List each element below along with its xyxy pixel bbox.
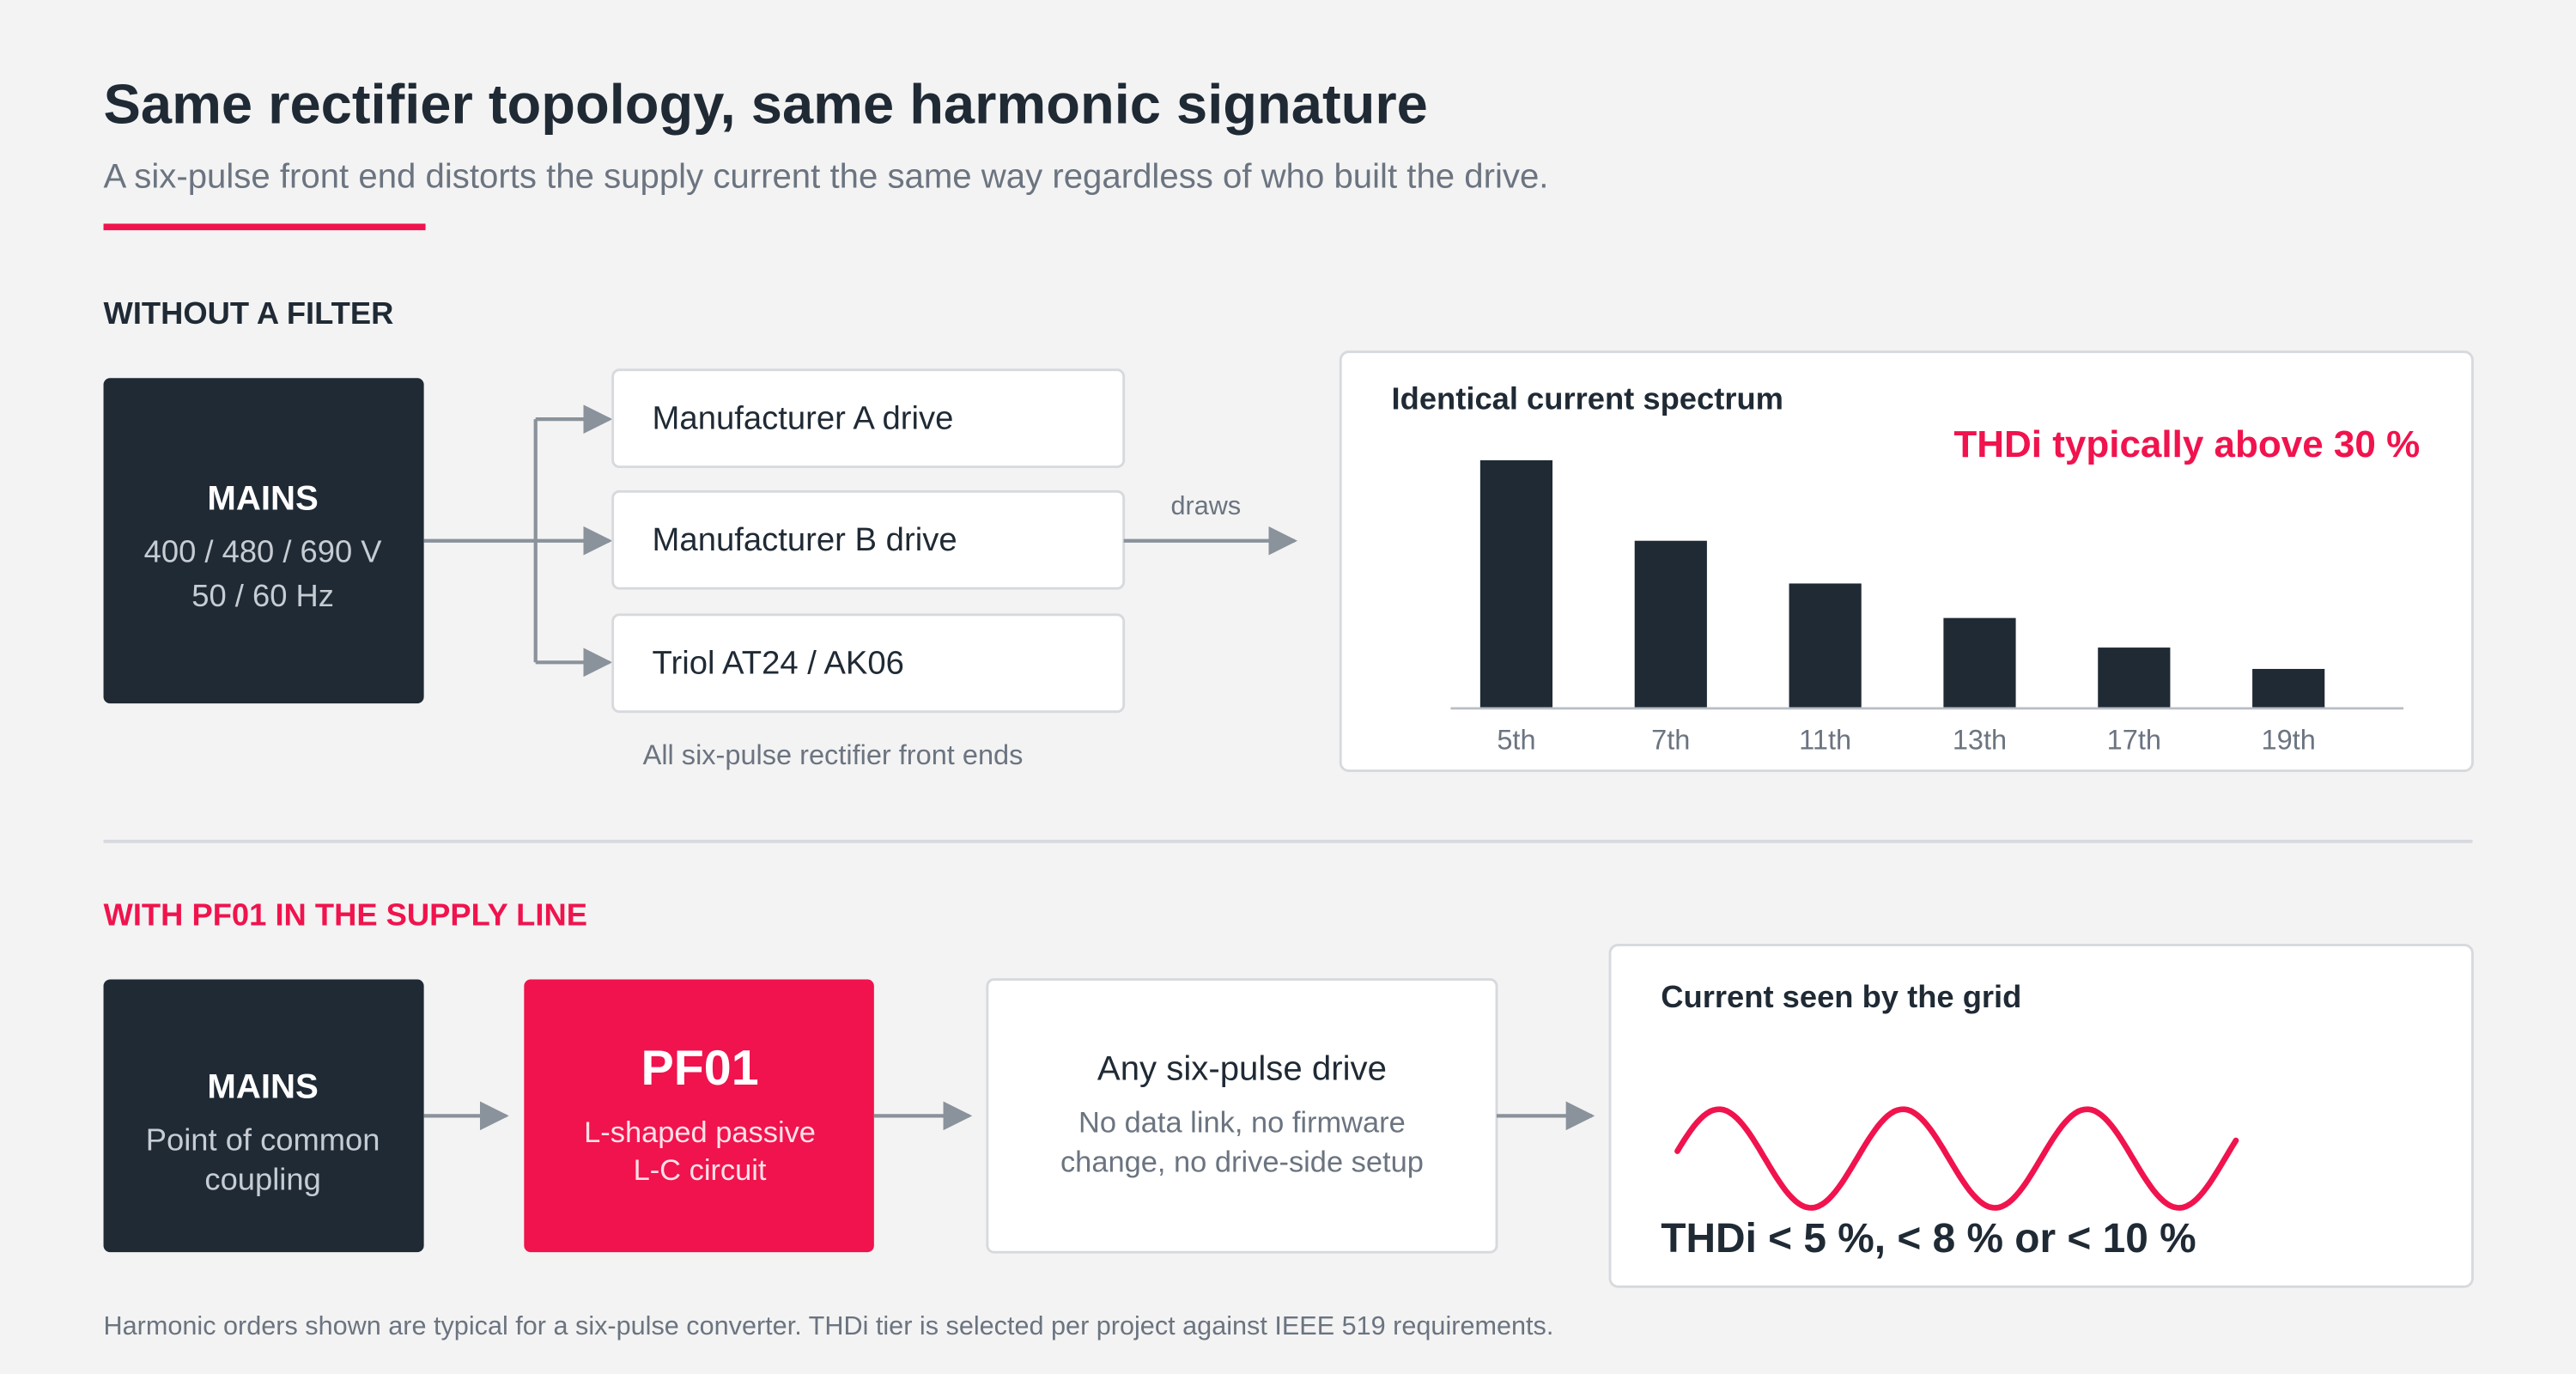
drive-label: Manufacturer A drive [653,400,954,437]
mains-line: 50 / 60 Hz [191,578,334,613]
arrow-label: draws [1171,491,1242,520]
drive-box [611,613,1126,714]
chart-title: Identical current spectrum [1392,381,1783,416]
filter-box [524,979,874,1253]
title: Same rectifier topology, same harmonic s… [104,73,1428,136]
mains-title: MAINS [207,1067,318,1105]
spectrum-panel [1339,350,2474,773]
chart-annotation: THDi typically above 30 % [1953,423,2420,465]
accent-bar [103,223,426,231]
drive-label: Triol AT24 / AK06 [653,645,904,682]
grid-annotation: THDi < 5 %, < 8 % or < 10 % [1661,1216,2196,1262]
subtitle: A six-pulse front end distorts the suppl… [104,156,1549,195]
bar [1789,583,1862,708]
section-heading: WITH PF01 IN THE SUPPLY LINE [104,897,587,932]
grid-title: Current seen by the grid [1661,979,2021,1014]
bar [1943,617,2016,708]
section-heading: WITHOUT A FILTER [104,295,394,331]
x-tick-label: 19th [2262,725,2316,756]
filter-title: PF01 [641,1041,758,1096]
x-tick-label: 17th [2107,725,2161,756]
bar [2098,647,2171,708]
mains-title: MAINS [207,478,318,517]
bar [1479,459,1553,708]
drive-line: No data link, no firmware [1078,1106,1406,1139]
drives-caption: All six-pulse rectifier front ends [643,739,1024,770]
footnote: Harmonic orders shown are typical for a … [104,1311,1554,1341]
x-tick-label: 7th [1651,725,1690,756]
drive-box [611,368,1126,469]
filter-line: L-shaped passive [584,1116,816,1149]
mains-box [103,378,424,704]
bar [2252,668,2325,708]
x-tick-label: 5th [1497,725,1535,756]
x-tick-label: 11th [1799,725,1851,756]
mains-line: Point of common [146,1122,380,1158]
mains-box [103,979,424,1253]
drive-title: Any six-pulse drive [1097,1049,1387,1087]
drive-line: change, no drive-side setup [1060,1146,1424,1178]
mains-line: 400 / 480 / 690 V [144,534,383,569]
mains-line: coupling [204,1161,320,1196]
sine-wave [1674,1106,2239,1211]
filter-line: L-C circuit [634,1154,767,1187]
bar [1634,540,1707,708]
bar-chart: 5th 7th 11th 13th 17th 19th [1479,459,2325,756]
drive-label: Manufacturer B drive [653,521,957,558]
x-tick-label: 13th [1953,725,2007,756]
